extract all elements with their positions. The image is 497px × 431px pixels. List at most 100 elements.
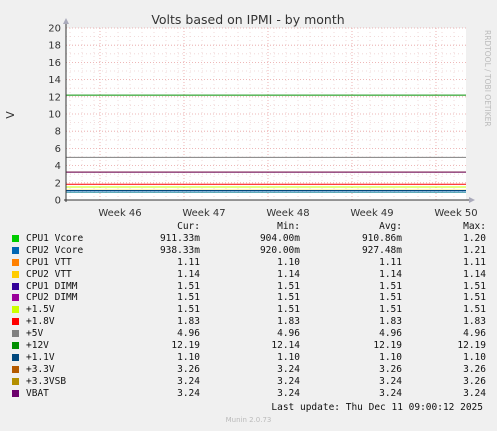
legend-row: +1.5V 1.51 1.51 1.51 1.51 [12,304,486,316]
legend-swatch [12,306,19,314]
legend-swatch [12,246,19,254]
y-tick-label: 2 [55,178,61,189]
x-tick-label: Week 46 [98,208,141,219]
legend-max-value: 1.10 [463,351,486,363]
x-tick-label: Week 47 [182,208,225,219]
legend-min-value: 3.24 [277,387,300,399]
legend-cur-value: 4.96 [177,328,200,340]
series-lines [66,94,466,193]
legend-row: +1.1V 1.10 1.10 1.10 1.10 [12,352,486,364]
legend-max-value: 3.24 [463,387,486,399]
legend-min-value: 1.10 [277,256,300,268]
legend-series-name: CPU1 Vcore [26,232,84,244]
legend-avg-value: 927.48m [361,244,402,256]
axes [63,18,475,203]
legend-series-name: VBAT [26,387,49,399]
legend-series-name: CPU2 DIMM [26,292,78,304]
legend-max-value: 3.26 [463,363,486,375]
legend-min-value: 3.24 [277,363,300,375]
legend-min-value: 904.00m [259,232,300,244]
x-axis-arrow [469,197,475,203]
legend-swatch [12,353,19,361]
legend-max-value: 1.20 [463,232,486,244]
legend-swatch [12,294,19,302]
legend-swatch [12,258,19,266]
last-update: Last update: Thu Dec 11 09:00:12 2025 [271,402,483,413]
legend-cur-value: 3.24 [177,387,200,399]
legend-avg-value: 3.24 [379,387,402,399]
legend-avg-value: 910.86m [361,232,402,244]
legend-min-value: 1.83 [277,316,300,328]
legend-cur-value: 938.33m [159,244,200,256]
rrdtool-credit: RRDTOOL / TOBI OETIKER [483,30,492,127]
col-cur: Cur: [177,221,200,232]
legend-avg-value: 1.83 [379,316,402,328]
legend-series-name: +5V [26,328,44,340]
col-avg: Avg: [379,221,402,232]
legend-swatch [12,282,19,290]
y-tick-label: 10 [48,110,61,121]
legend-row: +12V 12.19 12.14 12.19 12.19 [12,340,486,352]
y-axis-arrow [63,18,69,24]
legend-swatch [12,330,19,338]
legend-cur-value: 1.14 [177,268,200,280]
legend-max-value: 1.51 [463,292,486,304]
legend-series-name: +3.3V [26,363,55,375]
legend-row: CPU1 VTT 1.11 1.10 1.11 1.11 [12,257,486,269]
legend-max-value: 1.51 [463,304,486,316]
legend-avg-value: 1.51 [379,304,402,316]
col-max: Max: [463,221,486,232]
legend-min-value: 1.51 [277,304,300,316]
y-tick-label: 20 [48,24,61,35]
legend-series-name: +1.5V [26,304,55,316]
legend-avg-value: 1.11 [379,256,402,268]
legend-row: CPU2 Vcore 938.33m 920.00m 927.48m 1.21 [12,245,486,257]
legend-header: Cur: Min: Avg: Max: [12,221,486,233]
legend-max-value: 1.11 [463,256,486,268]
y-tick-label: 4 [55,161,61,172]
legend-swatch [12,377,19,385]
legend-series-name: CPU1 DIMM [26,280,78,292]
legend-max-value: 3.26 [463,375,486,387]
legend-swatch [12,270,19,278]
legend-cur-value: 911.33m [159,232,200,244]
legend-max-value: 1.51 [463,280,486,292]
legend-row: VBAT 3.24 3.24 3.24 3.24 [12,388,486,400]
legend-cur-value: 1.10 [177,351,200,363]
legend-avg-value: 1.14 [379,268,402,280]
legend-min-value: 1.14 [277,268,300,280]
legend-swatch [12,365,19,373]
chart-title: Volts based on IPMI - by month [151,12,344,27]
legend-min-value: 1.51 [277,280,300,292]
legend-series-name: CPU2 Vcore [26,244,84,256]
legend-avg-value: 12.19 [373,340,402,352]
legend-min-value: 4.96 [277,328,300,340]
legend-swatch [12,389,19,397]
legend-avg-value: 4.96 [379,328,402,340]
legend-avg-value: 3.24 [379,375,402,387]
legend-row: CPU2 DIMM 1.51 1.51 1.51 1.51 [12,292,486,304]
legend-row: CPU2 VTT 1.14 1.14 1.14 1.14 [12,269,486,281]
legend-table: Cur: Min: Avg: Max: CPU1 Vcore 911.33m 904… [12,221,486,400]
legend-row: +3.3VSB 3.24 3.24 3.24 3.26 [12,376,486,388]
legend-row: +1.8V 1.83 1.83 1.83 1.83 [12,316,486,328]
chart: Volts based on IPMI - by month V RRDTOOL… [4,12,492,220]
legend-row: CPU1 Vcore 911.33m 904.00m 910.86m 1.20 [12,233,486,245]
legend-series-name: CPU2 VTT [26,268,72,280]
x-tick-label: Week 49 [350,208,393,219]
legend-min-value: 1.51 [277,292,300,304]
y-tick-label: 14 [48,75,61,86]
col-min: Min: [277,221,300,232]
legend-row: +3.3V 3.26 3.24 3.26 3.26 [12,364,486,376]
legend-cur-value: 1.11 [177,256,200,268]
tick-labels: 0 2 4 6 8 10 12 14 16 18 20 Week 46 Week 47 Week 48 We… [48,24,477,220]
legend-cur-value: 1.51 [177,280,200,292]
legend-avg-value: 1.51 [379,292,402,304]
legend-max-value: 12.19 [457,340,486,352]
legend-max-value: 1.83 [463,316,486,328]
y-tick-label: 16 [48,58,61,69]
x-tick-label: Week 50 [434,208,477,219]
legend-cur-value: 3.26 [177,363,200,375]
y-tick-label: 0 [55,196,61,207]
legend-swatch [12,318,19,326]
